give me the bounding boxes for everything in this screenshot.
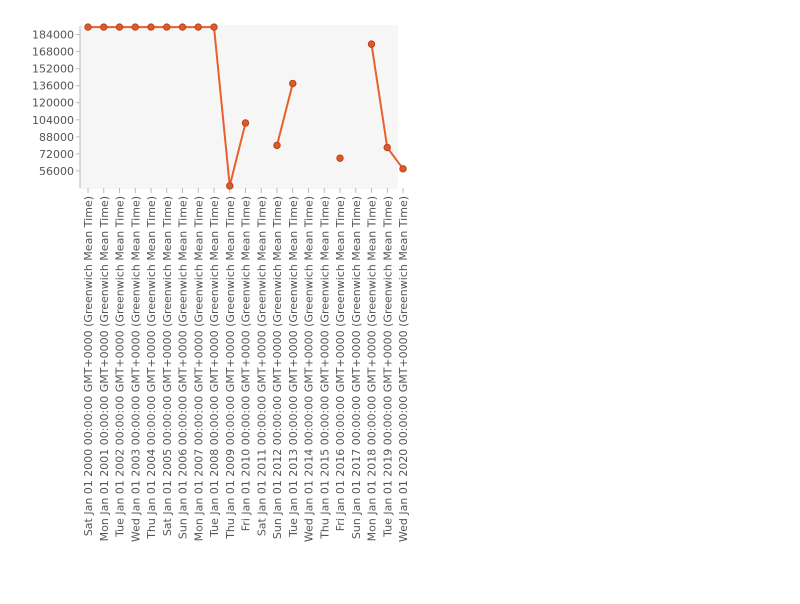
y-axis-ticks: 56000 72000 88000 104000 120000 136000 152000 1… xyxy=(32,29,80,178)
y-tick-label: 152000 xyxy=(32,63,74,76)
y-tick-label: 184000 xyxy=(32,29,74,42)
data-point[interactable] xyxy=(131,23,139,31)
x-tick-label: Sat Jan 01 2005 00:00:00 GMT+0000 (Green… xyxy=(161,196,174,536)
x-tick-label: Wed Jan 01 2014 00:00:00 GMT+0000 (Green… xyxy=(303,196,316,542)
x-tick-label: Tue Jan 01 2008 00:00:00 GMT+0000 (Green… xyxy=(208,196,221,538)
data-point[interactable] xyxy=(367,40,376,48)
x-tick-label: Wed Jan 01 2003 00:00:00 GMT+0000 (Green… xyxy=(129,196,142,542)
data-point[interactable] xyxy=(100,23,108,31)
x-tick-label: Wed Jan 01 2020 00:00:00 GMT+0000 (Green… xyxy=(397,196,410,542)
x-tick-label: Tue Jan 01 2002 00:00:00 GMT+0000 (Green… xyxy=(114,196,127,538)
x-tick-label: Tue Jan 01 2013 00:00:00 GMT+0000 (Green… xyxy=(287,196,300,538)
x-axis-ticks: Sat Jan 01 2000 00:00:00 GMT+0000 (Green… xyxy=(82,188,410,542)
data-point[interactable] xyxy=(84,23,92,31)
data-point[interactable] xyxy=(194,23,202,31)
x-tick-label: Sun Jan 01 2017 00:00:00 GMT+0000 (Green… xyxy=(350,196,363,539)
data-point[interactable] xyxy=(163,23,171,31)
x-tick-label: Mon Jan 01 2001 00:00:00 GMT+0000 (Green… xyxy=(98,196,111,541)
x-tick-label: Thu Jan 01 2015 00:00:00 GMT+0000 (Green… xyxy=(318,196,331,540)
y-tick-label: 136000 xyxy=(32,80,74,93)
x-tick-label: Mon Jan 01 2018 00:00:00 GMT+0000 (Green… xyxy=(366,196,379,541)
gridlines xyxy=(80,25,398,189)
data-point[interactable] xyxy=(273,141,281,150)
x-tick-label: Mon Jan 01 2007 00:00:00 GMT+0000 (Green… xyxy=(192,196,205,541)
data-point[interactable] xyxy=(336,154,344,162)
x-tick-label: Sat Jan 01 2011 00:00:00 GMT+0000 (Green… xyxy=(255,196,268,536)
data-point[interactable] xyxy=(241,119,250,127)
data-point[interactable] xyxy=(289,79,297,88)
x-tick-label: Sat Jan 01 2000 00:00:00 GMT+0000 (Green… xyxy=(82,196,95,536)
data-point[interactable] xyxy=(383,143,391,152)
x-tick-label: Sun Jan 01 2012 00:00:00 GMT+0000 (Green… xyxy=(271,196,284,539)
data-point[interactable] xyxy=(115,23,124,31)
series-line-segment xyxy=(276,83,294,146)
data-point[interactable] xyxy=(399,165,407,173)
y-tick-label: 56000 xyxy=(39,165,74,178)
x-tick-label: Thu Jan 01 2009 00:00:00 GMT+0000 (Green… xyxy=(224,196,237,540)
data-points xyxy=(84,23,407,190)
x-tick-label: Tue Jan 01 2019 00:00:00 GMT+0000 (Green… xyxy=(381,196,394,538)
x-tick-label: Sun Jan 01 2006 00:00:00 GMT+0000 (Green… xyxy=(177,196,190,539)
y-tick-label: 120000 xyxy=(32,97,74,110)
x-tick-label: Fri Jan 01 2010 00:00:00 GMT+0000 (Green… xyxy=(240,196,253,531)
x-tick-label: Fri Jan 01 2016 00:00:00 GMT+0000 (Green… xyxy=(334,196,347,531)
data-point[interactable] xyxy=(210,23,218,31)
y-tick-label: 72000 xyxy=(39,148,74,161)
data-point[interactable] xyxy=(226,182,234,190)
y-tick-label: 88000 xyxy=(39,131,74,144)
data-point[interactable] xyxy=(147,23,155,31)
data-point[interactable] xyxy=(178,23,187,31)
x-tick-label: Thu Jan 01 2004 00:00:00 GMT+0000 (Green… xyxy=(145,196,158,540)
y-tick-label: 104000 xyxy=(32,114,74,127)
y-tick-label: 168000 xyxy=(32,46,74,59)
